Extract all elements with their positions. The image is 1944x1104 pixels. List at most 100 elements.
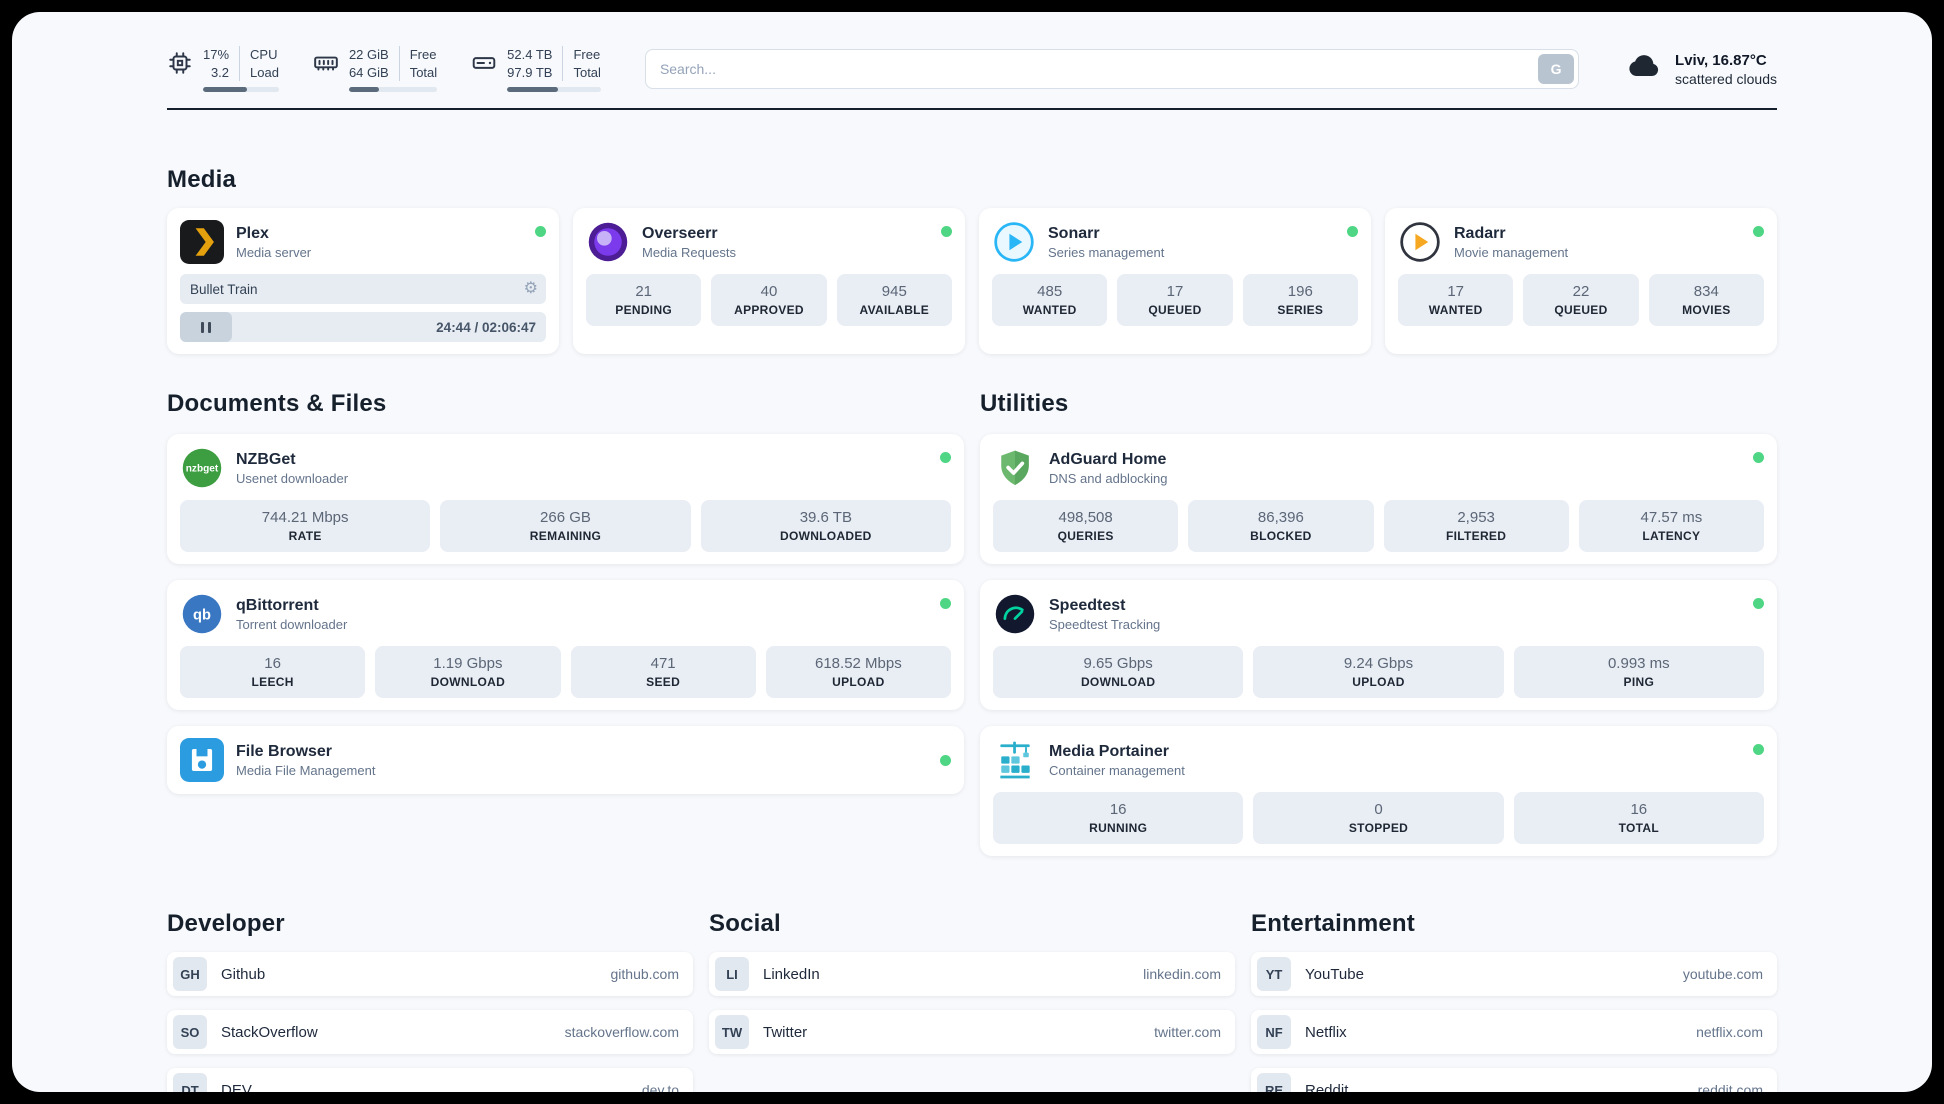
stat-blocked: 86,396 BLOCKED [1188, 500, 1374, 553]
gear-icon[interactable]: ⚙ [523, 280, 538, 298]
sonarr-card[interactable]: Sonarr Series management 485 WANTED 17 QUE… [979, 208, 1371, 355]
disk-progress-bar [507, 87, 601, 93]
portainer-card[interactable]: Media Portainer Container management 16 R… [980, 726, 1777, 857]
qbittorrent-icon: qb [180, 592, 224, 636]
bookmark-name: StackOverflow [221, 1023, 318, 1041]
search-bar: G [644, 49, 1580, 90]
nzbget-icon: nzbget [180, 446, 224, 490]
disk-total-value: 97.9 TB [507, 64, 553, 80]
stat-wanted: 485 WANTED [992, 274, 1108, 327]
stat-running: 16 RUNNING [993, 792, 1244, 845]
stat-upload: 618.52 Mbps UPLOAD [765, 646, 951, 699]
app-name: Radarr [1454, 224, 1506, 242]
bookmark-youtube[interactable]: YT YouTube youtube.com [1251, 952, 1777, 997]
app-subtitle: Media File Management [236, 762, 376, 778]
radarr-card[interactable]: Radarr Movie management 17 WANTED 22 QUEUE… [1385, 208, 1777, 355]
twitter-badge-icon: TW [715, 1015, 749, 1050]
dev-badge-icon: DT [173, 1073, 207, 1092]
status-indicator [1753, 226, 1764, 238]
status-indicator [940, 754, 951, 766]
bookmark-url: youtube.com [1682, 966, 1763, 983]
stat-available: 945 AVAILABLE [836, 274, 952, 327]
sonarr-icon [992, 220, 1036, 264]
bookmark-github[interactable]: GH Github github.com [167, 952, 693, 997]
disk-total-label: Total [573, 64, 601, 80]
bookmark-name: LinkedIn [763, 965, 820, 983]
bookmark-twitter[interactable]: TW Twitter twitter.com [709, 1010, 1235, 1055]
search-input[interactable] [644, 49, 1580, 90]
pause-button[interactable] [180, 312, 232, 343]
social-section-title: Social [709, 910, 781, 938]
bookmark-url: twitter.com [1154, 1024, 1221, 1041]
bookmark-reddit[interactable]: RE Reddit reddit.com [1251, 1068, 1777, 1092]
netflix-badge-icon: NF [1257, 1015, 1291, 1050]
portainer-icon [993, 738, 1037, 782]
entertainment-bookmarks: Entertainment YT YouTube youtube.com NF … [1251, 910, 1777, 1092]
radarr-icon [1398, 220, 1442, 264]
svg-text:qb: qb [193, 608, 211, 624]
status-indicator [1753, 452, 1764, 464]
cpu-load-value: 3.2 [210, 64, 230, 80]
bookmark-netflix[interactable]: NF Netflix netflix.com [1251, 1010, 1777, 1055]
ram-free-label: Free [409, 47, 437, 62]
cpu-load-label: Load [250, 64, 279, 80]
stat-seed: 471 SEED [570, 646, 756, 699]
bookmark-dev[interactable]: DT DEV dev.to [167, 1068, 693, 1092]
ram-metric: 22 GiB 64 GiB Free Total [313, 46, 438, 93]
app-name: Overseerr [642, 224, 718, 242]
bookmark-url: linkedin.com [1143, 966, 1221, 983]
stat-download: 9.65 Gbps DOWNLOAD [993, 646, 1244, 699]
disk-icon [471, 50, 497, 81]
weather-condition: scattered clouds [1675, 70, 1777, 87]
filebrowser-card[interactable]: File Browser Media File Management [167, 726, 964, 795]
ram-total-value: 64 GiB [348, 64, 389, 80]
playback-time: 24:44 / 02:06:47 [436, 319, 536, 335]
bookmark-name: Twitter [763, 1023, 808, 1041]
overseerr-card[interactable]: Overseerr Media Requests 21 PENDING 40 APP… [573, 208, 965, 355]
svg-text:nzbget: nzbget [186, 464, 219, 475]
cpu-label: CPU [250, 47, 278, 62]
bookmark-url: dev.to [641, 1082, 679, 1092]
disk-metric: 52.4 TB 97.9 TB Free Total [471, 46, 601, 93]
stat-total: 16 TOTAL [1513, 792, 1764, 845]
speedtest-card[interactable]: Speedtest Speedtest Tracking 9.65 Gbps DO… [980, 580, 1777, 711]
bookmark-name: DEV [221, 1081, 252, 1092]
status-indicator [940, 598, 951, 610]
ram-icon [313, 50, 339, 81]
app-subtitle: Container management [1049, 762, 1185, 778]
social-bookmarks: Social LI LinkedIn linkedin.com TW Twitt… [709, 910, 1235, 1055]
cpu-icon [167, 50, 193, 81]
bookmark-url: reddit.com [1697, 1082, 1763, 1092]
documents-column: Documents & Files nzbget NZBGet Usenet d… [167, 390, 964, 795]
search-engine-button[interactable]: G [1538, 54, 1575, 85]
stat-approved: 40 APPROVED [711, 274, 827, 327]
ram-free-value: 22 GiB [348, 47, 389, 62]
app-subtitle: Series management [1048, 244, 1165, 260]
app-name: Sonarr [1048, 224, 1100, 242]
reddit-badge-icon: RE [1257, 1073, 1291, 1092]
status-indicator [940, 452, 951, 464]
status-indicator [535, 226, 546, 238]
stat-filtered: 2,953 FILTERED [1383, 500, 1569, 553]
stat-series: 196 SERIES [1242, 274, 1358, 327]
youtube-badge-icon: YT [1257, 957, 1291, 992]
nzbget-card[interactable]: nzbget NZBGet Usenet downloader 744.21 M… [167, 434, 964, 565]
plex-card[interactable]: Plex Media server Bullet Train ⚙ 24:44 /… [167, 208, 559, 355]
app-subtitle: Movie management [1454, 244, 1569, 260]
app-name: qBittorrent [236, 596, 319, 614]
bookmark-stackoverflow[interactable]: SO StackOverflow stackoverflow.com [167, 1010, 693, 1055]
bookmark-name: Reddit [1305, 1081, 1349, 1092]
app-name: NZBGet [236, 450, 296, 468]
weather-location: Lviv, 16.87°C [1675, 51, 1767, 69]
adguard-card[interactable]: AdGuard Home DNS and adblocking 498,508 Q… [980, 434, 1777, 565]
stat-pending: 21 PENDING [586, 274, 702, 327]
stat-ping: 0.993 ms PING [1513, 646, 1764, 699]
media-grid: Plex Media server Bullet Train ⚙ 24:44 /… [167, 208, 1777, 355]
disk-free-label: Free [573, 47, 601, 62]
qbittorrent-card[interactable]: qb qBittorrent Torrent downloader 16 LEEC… [167, 580, 964, 711]
cpu-progress-bar [203, 87, 279, 93]
status-indicator [1753, 744, 1764, 756]
stackoverflow-badge-icon: SO [173, 1015, 207, 1050]
app-name: File Browser [236, 742, 333, 760]
bookmark-linkedin[interactable]: LI LinkedIn linkedin.com [709, 952, 1235, 997]
